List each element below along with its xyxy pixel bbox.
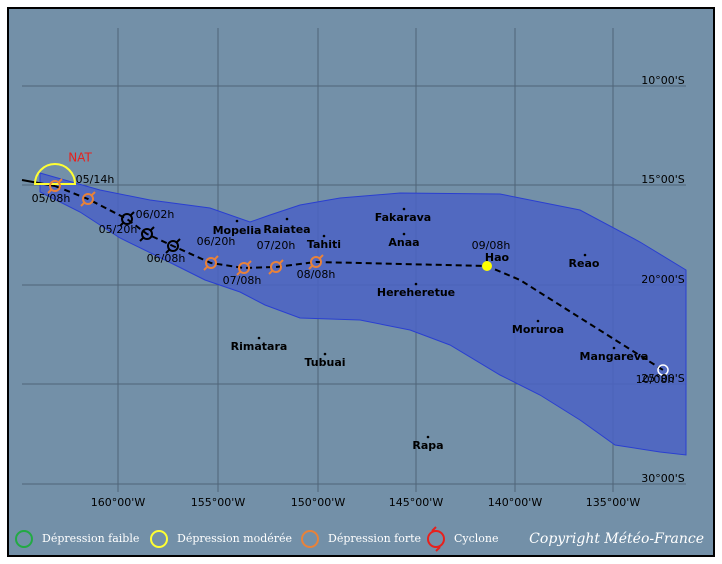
storm-symbol-tail (268, 259, 284, 275)
lat-label: 30°00'S (641, 472, 685, 485)
lon-label: 155°00'W (191, 496, 246, 509)
storm-symbol-tail (139, 226, 155, 242)
lat-label: 25°00'S (641, 372, 685, 385)
island-dot (426, 435, 430, 439)
place-name: Rapa (412, 439, 443, 452)
track-time-label: 07/20h (257, 239, 296, 252)
storm-symbol-tail (236, 260, 252, 276)
place-name: Raiatea (263, 223, 310, 236)
track-symbols (47, 178, 324, 276)
labels: 10°00'S 15°00'S 20°00'S 25°00'S 30°00'S 160°0… (32, 74, 685, 509)
storm-name: NAT (68, 151, 92, 165)
place-name: Moruroa (512, 323, 564, 336)
island-dot (583, 253, 587, 257)
legend-symbol-tail (431, 526, 441, 552)
storm-symbol (167, 240, 179, 252)
island-dot (612, 346, 616, 350)
storm-symbol (310, 256, 322, 268)
place-name: Anaa (388, 236, 419, 249)
position-marker (482, 261, 492, 271)
place-name: Rimatara (231, 340, 288, 353)
track-time-label: 08/08h (297, 268, 336, 281)
storm-symbol (49, 180, 61, 192)
storm-symbol (270, 261, 282, 273)
lat-label: 20°00'S (641, 273, 685, 286)
position-marker (657, 364, 669, 376)
track-time-label: 05/14h (76, 173, 115, 186)
island-dot (257, 336, 261, 340)
lon-label: 135°00'W (586, 496, 641, 509)
storm-symbol-tail (308, 254, 324, 270)
lon-label: 145°00'W (389, 496, 444, 509)
lon-label: 160°00'W (91, 496, 146, 509)
place-name: Mangareva (580, 350, 649, 363)
place-name: Tubuai (304, 356, 345, 369)
legend-symbol (150, 530, 168, 548)
legend: Dépression faible Dépression modérée Dépre… (15, 526, 704, 552)
island-dot (285, 217, 289, 221)
copyright: Copyright Météo-France (529, 531, 704, 547)
lon-label: 140°00'W (488, 496, 543, 509)
legend-label: Dépression forte (328, 532, 421, 545)
storm-symbol (238, 262, 250, 274)
island-dot (402, 232, 406, 236)
track-time-label: 10/08h (636, 373, 675, 386)
lat-label: 15°00'S (641, 173, 685, 186)
island-dot (536, 319, 540, 323)
legend-label: Cyclone (454, 532, 499, 545)
track-time-label: 06/02h (136, 208, 175, 221)
storm-symbol (121, 213, 133, 225)
track-time-label: 05/08h (32, 192, 71, 205)
place-name: Tahiti (307, 238, 341, 251)
current-position-marker (33, 163, 77, 185)
legend-symbol (427, 530, 445, 548)
storm-symbol (82, 193, 94, 205)
legend-symbol (301, 530, 319, 548)
track-time-label: 07/08h (223, 274, 262, 287)
track-time-label: 09/08h (472, 239, 511, 252)
storm-symbol (205, 257, 217, 269)
track-time-label: 06/20h (197, 235, 236, 248)
place-name: Hao (485, 251, 510, 264)
storm-symbol-tail (203, 255, 219, 271)
island-dot (322, 234, 326, 238)
storm-symbol-tail (119, 211, 135, 227)
storm-symbol (141, 228, 153, 240)
place-name: Mopelia (213, 224, 262, 237)
lon-label: 150°00'W (291, 496, 346, 509)
storm-symbol-tail (80, 191, 96, 207)
lat-label: 10°00'S (641, 74, 685, 87)
place-name: Hereheretue (377, 286, 455, 299)
legend-label: Dépression faible (42, 532, 139, 545)
island-dot (402, 207, 406, 211)
place-name: Reao (569, 257, 600, 270)
storm-symbol-tail (47, 178, 63, 194)
legend-label: Dépression modérée (177, 532, 292, 545)
legend-symbol (15, 530, 33, 548)
place-name: Fakarava (375, 211, 431, 224)
forecast-cone (39, 172, 687, 456)
track-time-label: 05/20h (99, 223, 138, 236)
island-dot (323, 352, 327, 356)
track-time-label: 06/08h (147, 252, 186, 265)
island-dot (235, 219, 239, 223)
storm-symbol-tail (165, 238, 181, 254)
island-dot (414, 282, 418, 286)
